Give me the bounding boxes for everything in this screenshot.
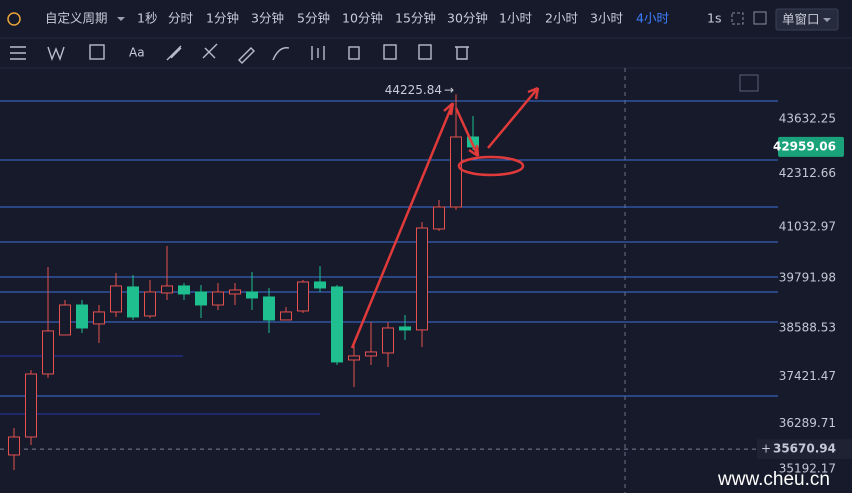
y-tick-label: 39791.98: [779, 271, 836, 285]
candle-body: [195, 291, 207, 306]
candle-body: [59, 304, 71, 336]
interval-tab[interactable]: 15分钟: [395, 11, 436, 26]
interval-tab[interactable]: 3小时: [590, 11, 623, 26]
high-label: 44225.84: [385, 83, 442, 97]
candle-body: [144, 291, 156, 317]
candle-body: [280, 311, 292, 321]
interval-tab[interactable]: 1小时: [499, 11, 532, 26]
y-tick-label: 41032.97: [779, 219, 836, 233]
speed[interactable]: 1s: [707, 11, 721, 26]
candle-body: [314, 281, 326, 289]
arrow: [454, 107, 480, 158]
crosshair-price: 35670.94: [773, 442, 836, 456]
tool-candle[interactable]: [311, 46, 325, 60]
interval-tab[interactable]: 30分钟: [447, 11, 488, 26]
candle-body: [399, 326, 411, 331]
tool-box[interactable]: [89, 44, 105, 60]
y-tick-label: 38588.53: [779, 321, 836, 335]
tool-wave[interactable]: [47, 46, 65, 62]
interval-tab[interactable]: 10分钟: [342, 11, 383, 26]
tool-brush[interactable]: [272, 47, 290, 61]
candle-body: [416, 227, 428, 331]
interval-tab[interactable]: 1分钟: [206, 11, 239, 26]
watermark: www.cheu.cn: [717, 469, 830, 490]
candle-body: [450, 136, 462, 208]
candle-body: [229, 289, 241, 295]
candle-body: [161, 285, 173, 294]
tool-delete[interactable]: [455, 46, 469, 60]
tool-edit[interactable]: [418, 44, 432, 60]
last-price-tag: [778, 136, 844, 157]
collapse-icon[interactable]: [739, 74, 759, 92]
fullscreen-icon[interactable]: [731, 12, 744, 25]
window-icon[interactable]: [753, 11, 767, 25]
arrow: [350, 102, 455, 349]
interval-tab[interactable]: 4小时: [636, 11, 669, 26]
tool-lines[interactable]: [10, 46, 26, 60]
crosshair-plus: +: [761, 442, 771, 456]
period-menu[interactable]: 自定义周期: [45, 11, 108, 26]
candle-body: [212, 291, 224, 306]
crosshair-tag: [757, 439, 852, 460]
tool-lock[interactable]: [348, 46, 360, 60]
candle-body: [382, 327, 394, 354]
dropdown-icon[interactable]: [823, 18, 831, 22]
candle-body: [331, 286, 343, 363]
candle-body: [263, 296, 275, 321]
y-tick-label: 36289.71: [779, 416, 836, 430]
last-price: 42959.06: [773, 139, 836, 153]
high-arrow: →: [444, 83, 454, 97]
annotations: [350, 86, 540, 349]
tool-text[interactable]: Aa: [129, 46, 145, 60]
interval-tab[interactable]: 1秒: [137, 11, 157, 26]
tool-copy[interactable]: [383, 44, 397, 60]
window-mode[interactable]: 单窗口: [782, 12, 820, 27]
dropdown-icon[interactable]: [117, 17, 125, 21]
candle-body: [8, 436, 20, 456]
y-tick-label: 43632.25: [779, 111, 836, 125]
interval-tab[interactable]: 分时: [168, 11, 194, 26]
candle-body: [297, 281, 309, 312]
y-tick-label: 37421.47: [779, 369, 836, 383]
y-tick-label: 42312.66: [779, 166, 836, 180]
tool-pattern[interactable]: [202, 43, 218, 59]
candle-body: [246, 291, 258, 299]
clock-icon[interactable]: [7, 12, 21, 26]
candle-body: [76, 304, 88, 329]
ellipse: [457, 155, 525, 177]
y-tick-label: 35192.17: [779, 461, 836, 475]
candle-body: [433, 206, 445, 230]
candle-body: [348, 355, 360, 361]
candle-body: [42, 330, 54, 375]
interval-tab[interactable]: 5分钟: [297, 11, 330, 26]
drawing-tools: [10, 43, 469, 64]
tool-ruler[interactable]: [166, 45, 182, 61]
candle-body: [178, 285, 190, 295]
candle-body: [93, 311, 105, 325]
candle-body: [127, 286, 139, 318]
candle-body: [365, 351, 377, 357]
tool-pen[interactable]: [238, 47, 255, 64]
interval-tab[interactable]: 3分钟: [251, 11, 284, 26]
candle-body: [110, 285, 122, 313]
interval-tab[interactable]: 2小时: [545, 11, 578, 26]
candle-body: [25, 373, 37, 438]
window-select[interactable]: [775, 8, 839, 31]
arrow: [487, 86, 540, 149]
